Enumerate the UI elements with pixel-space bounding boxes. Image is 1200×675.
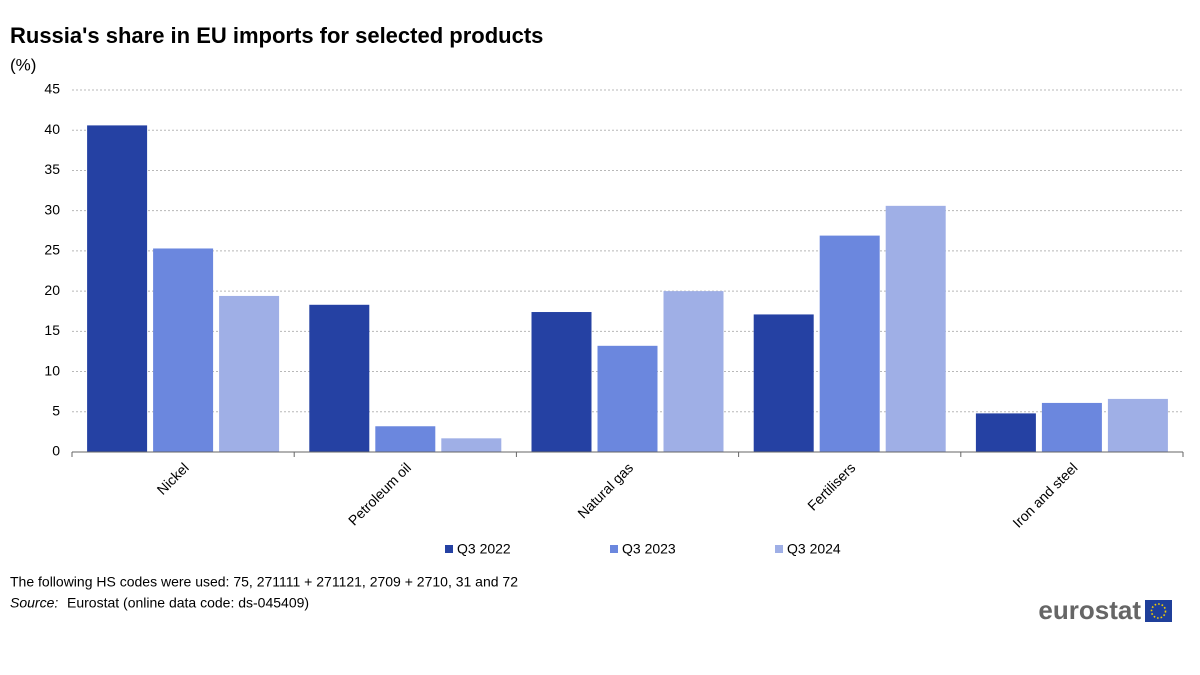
legend-swatch [445,545,453,553]
bar [885,205,946,452]
bar [219,295,280,452]
note: The following HS codes were used: 75, 27… [10,574,518,590]
chart-title: Russia's share in EU imports for selecte… [10,23,543,48]
y-tick-label: 20 [44,282,60,298]
y-tick-label: 35 [44,161,60,177]
bar [441,438,502,452]
y-tick-label: 15 [44,322,60,338]
y-tick-label: 25 [44,242,60,258]
bar [819,235,880,452]
legend-label: Q3 2024 [787,541,841,557]
source-label: Source: [10,595,58,611]
bar [1041,402,1102,452]
chart-subtitle: (%) [10,55,36,74]
flag-stars [1150,603,1167,619]
bar [531,312,592,452]
y-tick-label: 10 [44,362,60,378]
y-tick-label: 30 [44,201,60,217]
bar [975,413,1036,452]
bar [87,125,148,452]
y-tick-label: 40 [44,121,60,137]
bar [663,291,724,452]
eu-flag [1145,600,1172,622]
bar [375,426,436,452]
source: Eurostat (online data code: ds-045409) [67,595,309,611]
flag-field [1145,600,1172,622]
bar [1107,398,1168,452]
y-tick-label: 0 [52,443,60,459]
y-tick-label: 45 [44,81,60,97]
bar [597,345,658,452]
bar [153,248,214,452]
bar [309,304,370,452]
legend-swatch [775,545,783,553]
y-tick-label: 5 [52,402,60,418]
legend-label: Q3 2023 [622,541,676,557]
legend-label: Q3 2022 [457,541,511,557]
logo-text: eurostat [1038,595,1141,625]
legend-swatch [610,545,618,553]
bar [753,314,814,452]
